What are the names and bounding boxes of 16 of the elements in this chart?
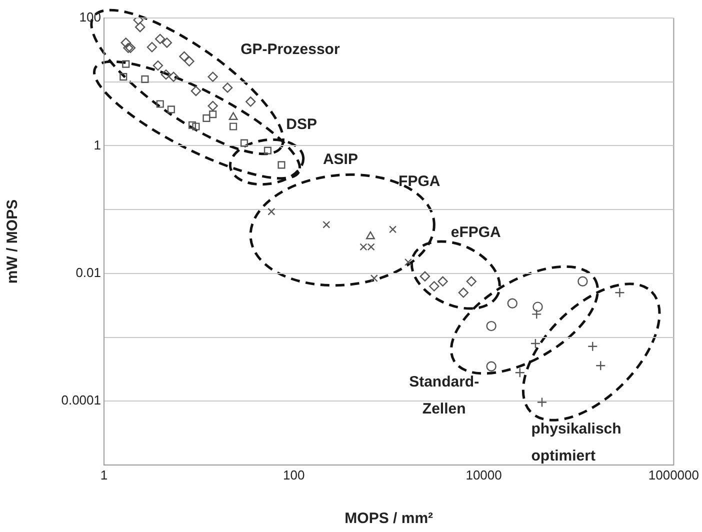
y-tick-label: 0.0001 (61, 392, 101, 408)
annotation: FPGA (398, 173, 440, 190)
annotation: ASIP (322, 151, 358, 168)
y-tick-label: 0.01 (76, 265, 101, 280)
annotation: DSP (286, 116, 317, 134)
x-axis-title: MOPS / mm² (344, 510, 434, 528)
annotation: physikalisch optimiert (531, 420, 622, 465)
x-tick-label: 10000 (466, 467, 502, 482)
y-tick-label: 100 (79, 10, 101, 25)
y-axis-title: mW / MOPS (4, 199, 22, 284)
annotation: Standard- Zellen (409, 374, 480, 418)
x-tick-label: 1000000 (648, 467, 700, 482)
annotation: eFPGA (450, 224, 502, 242)
x-tick-label: 100 (283, 467, 305, 482)
y-tick-label: 1 (94, 137, 101, 152)
annotation: GP-Prozessor (240, 41, 340, 58)
